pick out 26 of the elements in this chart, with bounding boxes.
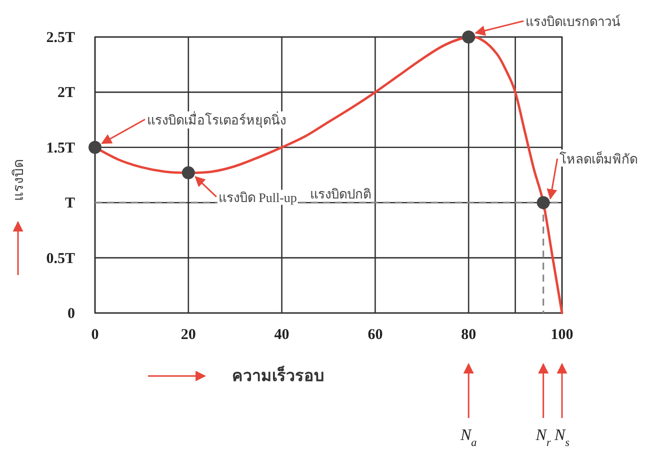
x-axis-title: ความเร็วรอบ (232, 364, 324, 385)
annotation: N$_{s}$ (553, 427, 570, 449)
annotation: แรงบิดเมื่อโรเตอร์หยุดนิ่ง (147, 111, 286, 128)
y-axis-title: แรงบิด (12, 159, 27, 201)
x-tick-label: 80 (461, 327, 476, 343)
annotation: แรงบิด Pull-up (218, 190, 297, 205)
annotation: N$_{r}$ (534, 427, 552, 449)
y-tick-label: 2T (57, 85, 75, 102)
y-tick-label: 0.5T (46, 250, 75, 267)
x-tick-label: 40 (274, 327, 290, 343)
annotation: แรงบิดเบรกดาวน์ (526, 14, 621, 29)
point (182, 166, 195, 180)
point (536, 196, 550, 210)
x-tick-label: 60 (368, 327, 383, 343)
annotation: โหลดเต็มพิกัด (559, 150, 638, 167)
x-tick-label: 0 (91, 327, 99, 343)
point (462, 30, 476, 44)
point (88, 140, 102, 154)
y-tick-label: T (64, 196, 75, 212)
y-tick-label: 0 (68, 306, 75, 322)
y-tick-label: 1.5T (46, 140, 75, 156)
annotation: N$_{a}$ (459, 427, 478, 449)
x-tick-label: 100 (550, 327, 574, 343)
x-tick-label: 20 (180, 327, 196, 343)
ref-line-label: แรงบิดปกติ (310, 186, 372, 202)
y-tick-label: 2.5T (46, 30, 75, 46)
